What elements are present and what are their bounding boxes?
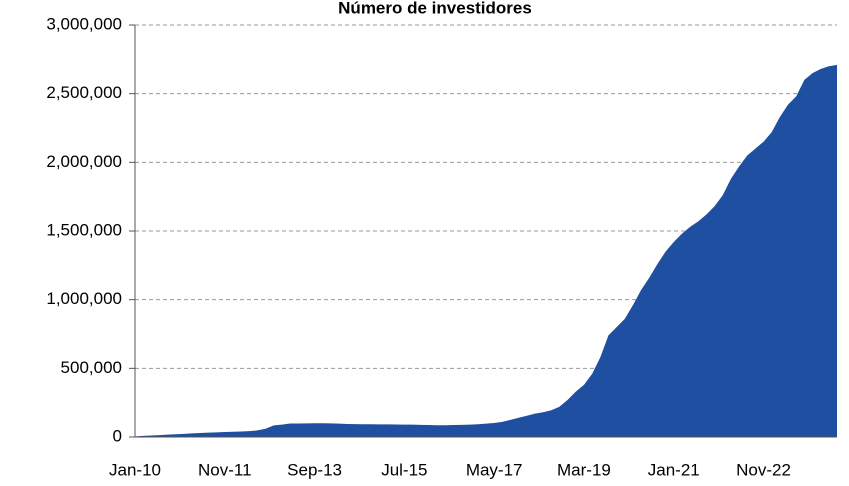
y-tick-label: 0: [113, 426, 122, 445]
y-tick-label: 3,000,000: [46, 14, 122, 33]
y-tick-label: 1,500,000: [46, 220, 122, 239]
x-tick-label: Nov-11: [198, 460, 252, 479]
x-tick-label: Mar-19: [557, 460, 611, 479]
y-tick-label: 1,000,000: [46, 289, 122, 308]
x-tick-label: Jul-15: [381, 460, 427, 479]
y-tick-label: 500,000: [61, 358, 122, 377]
x-tick-label: Jan-21: [648, 460, 700, 479]
x-tick-label: Jan-10: [109, 460, 161, 479]
y-tick-label: 2,500,000: [46, 83, 122, 102]
area: [135, 64, 837, 438]
x-tick-label: May-17: [466, 460, 523, 479]
chart-title: Número de investidores: [338, 0, 532, 17]
x-tick-label: Nov-22: [736, 460, 791, 479]
x-tick-label: Sep-13: [287, 460, 342, 479]
y-tick-label: 2,000,000: [46, 152, 122, 171]
